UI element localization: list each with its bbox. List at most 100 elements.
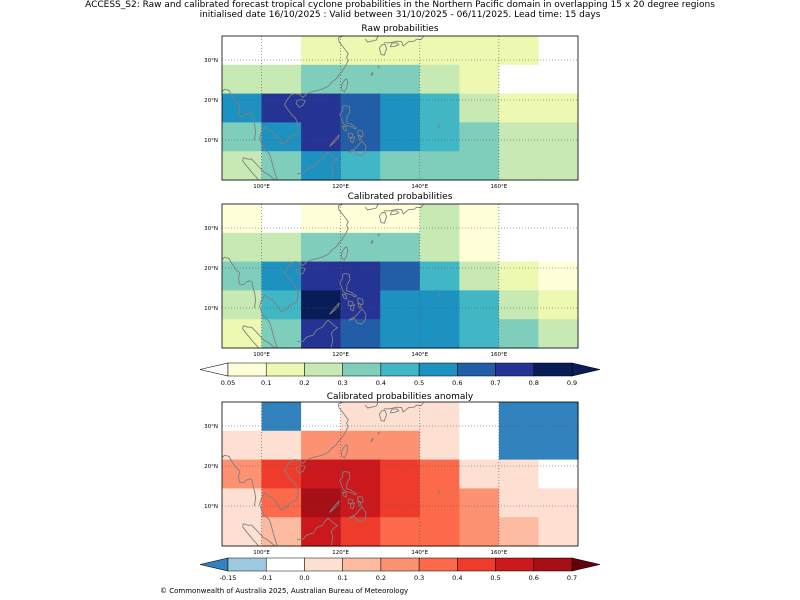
coastlines (222, 402, 441, 546)
grid-cell (380, 430, 421, 461)
grid-cell (538, 93, 579, 123)
colorbar-tick-label: 0.4 (452, 574, 462, 582)
probability-grid (222, 204, 579, 349)
coastline (348, 308, 367, 325)
colorbar-tick-label: 0.7 (567, 574, 577, 582)
longitude-label: 100°E (253, 184, 270, 190)
longitude-label: 120°E (332, 352, 349, 358)
grid-cell (498, 151, 540, 181)
coastline (378, 409, 388, 422)
coastline (243, 157, 277, 180)
coastline (383, 36, 424, 47)
probability-grid (222, 36, 579, 181)
colorbar-tick-label: 0.3 (414, 574, 424, 582)
grid-cell (380, 319, 421, 349)
grid-cell (222, 402, 263, 432)
coastline (357, 302, 362, 309)
colorbar-tick-label: 0.0 (299, 574, 309, 582)
grid-cell (261, 151, 302, 181)
colorbar-swatch (457, 557, 496, 572)
panel-title-anomaly: Calibrated probabilities anomaly (326, 392, 474, 402)
coastline (297, 517, 339, 546)
grid-cell (261, 64, 302, 95)
coastline (297, 151, 339, 180)
grid-cell (538, 290, 579, 320)
coastline (341, 293, 348, 300)
grid-cell (459, 402, 500, 432)
grid-cell (301, 459, 342, 489)
panel-title-calibrated: Calibrated probabilities (347, 192, 453, 202)
grid-cell (419, 488, 460, 518)
coastline (339, 105, 358, 130)
coastline (222, 88, 257, 141)
coastline (329, 134, 340, 147)
coastline (378, 43, 388, 56)
map-panel-1: 100°E 120°E 140°E 160°E 30°N 20°N 10°N (204, 203, 579, 358)
grid-cell (459, 232, 500, 263)
grid-cell (340, 64, 381, 95)
grid-cell (419, 261, 460, 291)
grid-cell (380, 232, 421, 263)
coastline (347, 300, 354, 307)
grid-cell (459, 319, 500, 349)
grid-cell (419, 290, 460, 320)
coastline (347, 132, 354, 139)
grid-cell (340, 232, 381, 263)
grid-cell (419, 204, 460, 234)
grid-cell (222, 290, 263, 320)
grid-cell (222, 488, 263, 518)
colorbar-swatch (418, 557, 458, 572)
colorbar-swatch (304, 362, 343, 377)
coastline (389, 210, 400, 216)
colorbar-swatch (533, 557, 573, 572)
grid-cell (419, 93, 460, 123)
grid-cell (222, 459, 263, 489)
coastline (341, 491, 348, 498)
coastline (383, 204, 424, 215)
colorbar-over-arrow (571, 362, 601, 377)
gridlines: 100°E 120°E 140°E 160°E 30°N 20°N 10°N (204, 204, 578, 358)
grid-cell (538, 402, 579, 432)
grid-cell (459, 122, 500, 152)
coastline (339, 273, 358, 298)
grid-cell (459, 517, 500, 547)
grid-cell (380, 459, 421, 489)
longitude-label: 140°E (411, 352, 428, 358)
probability-grid (222, 402, 579, 547)
colorbar-swatch (342, 362, 382, 377)
colorbar-tick-label: 0.2 (299, 379, 309, 387)
grid-cell (419, 64, 460, 95)
latitude-label: 10°N (204, 138, 218, 144)
grid-cell (301, 93, 342, 123)
coastline (295, 267, 306, 276)
grid-cell (459, 430, 500, 461)
grid-cell (498, 319, 540, 349)
grid-cell (380, 488, 421, 518)
latitude-label: 20°N (204, 98, 218, 104)
coastline (437, 490, 441, 494)
grid-cell (380, 122, 421, 152)
grid-cell (261, 430, 302, 461)
grid-cell (498, 290, 540, 320)
grid-cell (538, 204, 579, 234)
grid-cell (301, 402, 342, 432)
colorbar-swatch (304, 557, 343, 572)
colorbar-tick-label: 0.1 (337, 574, 347, 582)
grid-cell (222, 204, 263, 234)
grid-cell (301, 204, 342, 234)
grid-cell (498, 430, 540, 461)
coastline (222, 454, 257, 507)
colorbar-tick-label: 0.9 (567, 379, 577, 387)
grid-cell (261, 402, 302, 432)
colorbar-anom: -0.15 -0.1 0.0 0.1 0.2 0.3 0.4 0.5 0.6 0.7 (199, 557, 601, 582)
grid-cell (222, 430, 263, 461)
grid-cell (419, 430, 460, 461)
coastline (370, 71, 374, 77)
colorbar-tick-label: 0.6 (529, 574, 539, 582)
longitude-label: 140°E (411, 184, 428, 190)
coastline (389, 42, 400, 48)
grid-cell (301, 319, 342, 349)
grid-cell (380, 151, 421, 181)
coastlines (222, 36, 441, 180)
grid-cell (261, 122, 302, 152)
